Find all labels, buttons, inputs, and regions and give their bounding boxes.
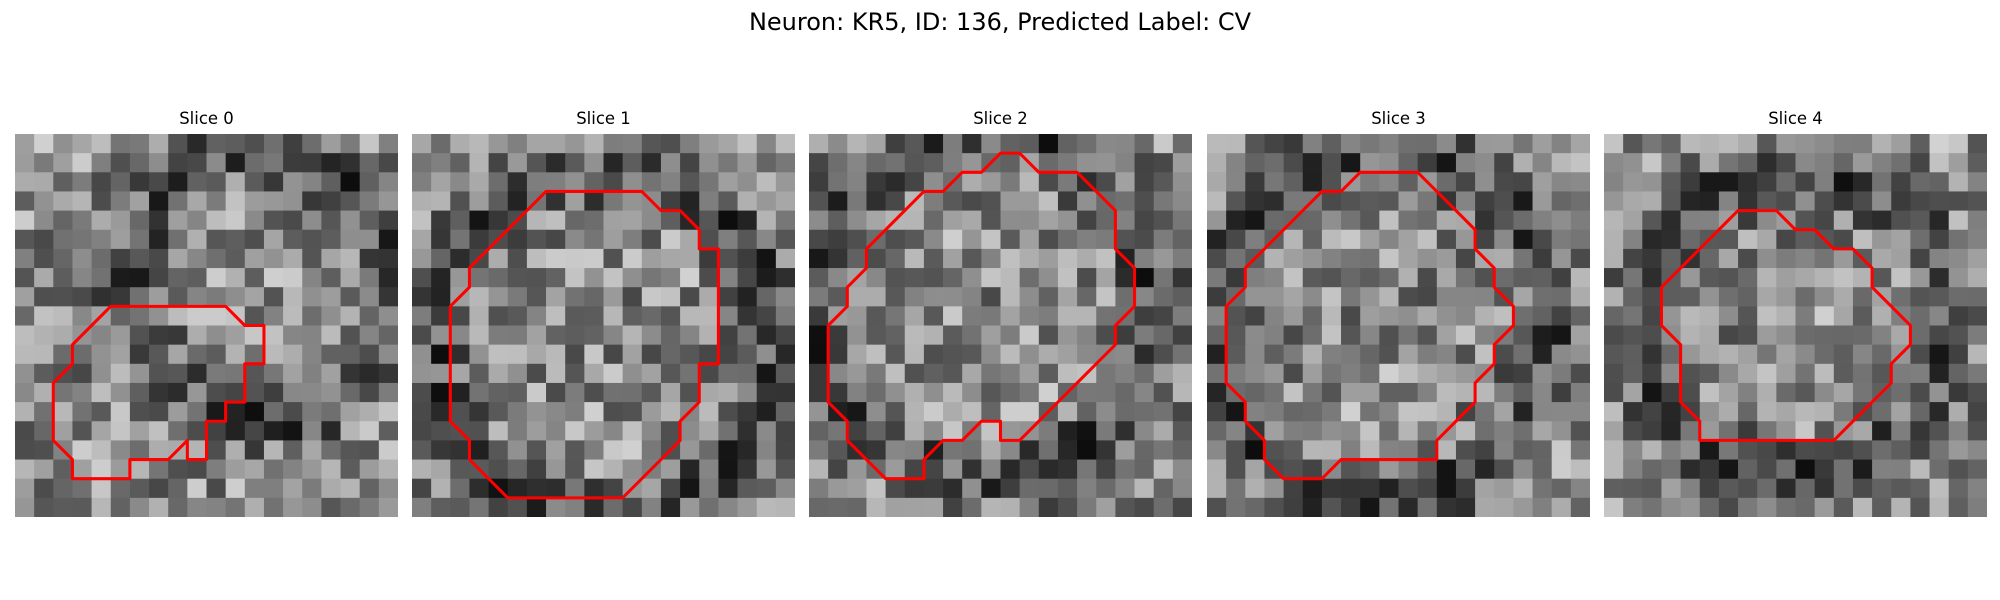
panel-title-slice-2: Slice 2 [809, 108, 1192, 130]
slice-image-2 [809, 134, 1192, 517]
slice-image-0 [15, 134, 398, 517]
figure-title: Neuron: KR5, ID: 136, Predicted Label: C… [0, 6, 2000, 38]
slice-image-1 [412, 134, 795, 517]
panel-title-slice-4: Slice 4 [1604, 108, 1987, 130]
slice-image-4 [1604, 134, 1987, 517]
panel-title-slice-0: Slice 0 [15, 108, 398, 130]
slice-image-3 [1207, 134, 1590, 517]
panel-title-slice-3: Slice 3 [1207, 108, 1590, 130]
panel-title-slice-1: Slice 1 [412, 108, 795, 130]
